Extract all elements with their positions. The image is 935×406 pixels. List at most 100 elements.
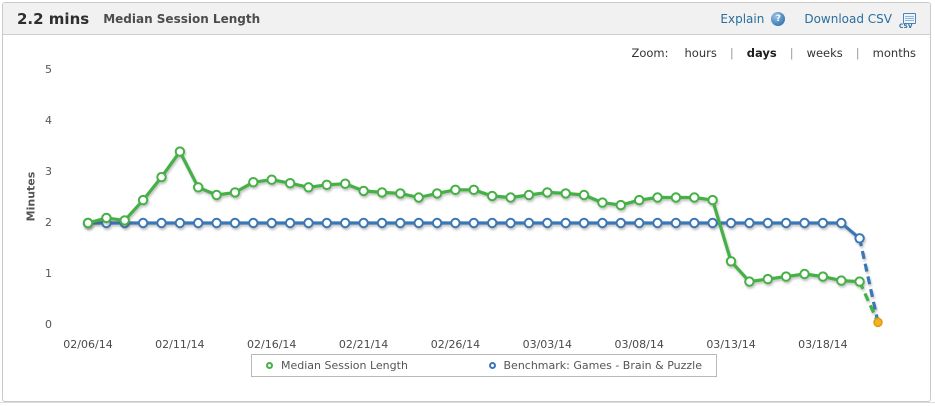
data-point[interactable] bbox=[266, 217, 277, 229]
data-point[interactable] bbox=[284, 217, 296, 229]
data-point[interactable] bbox=[156, 171, 167, 183]
data-point[interactable] bbox=[321, 217, 332, 229]
data-point[interactable] bbox=[450, 217, 461, 229]
zoom-option-weeks[interactable]: weeks bbox=[806, 46, 843, 60]
data-point[interactable] bbox=[376, 217, 388, 229]
header-actions: Explain ? Download CSV CSV bbox=[720, 10, 916, 30]
data-point[interactable] bbox=[597, 217, 608, 229]
data-point[interactable] bbox=[836, 217, 847, 229]
data-point[interactable] bbox=[358, 217, 369, 229]
data-point[interactable] bbox=[744, 276, 755, 287]
data-point[interactable] bbox=[725, 217, 737, 229]
data-point[interactable] bbox=[468, 217, 479, 229]
data-point[interactable] bbox=[523, 189, 535, 201]
data-point[interactable] bbox=[817, 271, 829, 282]
data-point[interactable] bbox=[597, 197, 608, 208]
data-point[interactable] bbox=[450, 184, 461, 196]
data-point[interactable] bbox=[174, 146, 186, 157]
data-point[interactable] bbox=[799, 268, 810, 280]
data-point[interactable] bbox=[174, 217, 186, 229]
data-point[interactable] bbox=[762, 217, 773, 229]
data-point[interactable] bbox=[358, 185, 369, 197]
data-point[interactable] bbox=[652, 192, 663, 203]
data-point[interactable] bbox=[817, 217, 829, 229]
data-point[interactable] bbox=[468, 184, 479, 196]
data-point[interactable] bbox=[523, 217, 535, 229]
data-point[interactable] bbox=[615, 217, 626, 229]
data-point[interactable] bbox=[303, 182, 314, 193]
data-point[interactable] bbox=[744, 217, 755, 229]
data-point[interactable] bbox=[634, 217, 645, 229]
zoom-options: hours | days | weeks | months bbox=[685, 46, 917, 60]
data-point[interactable] bbox=[780, 217, 792, 229]
data-point[interactable] bbox=[487, 217, 498, 229]
partial-day-end-marker[interactable] bbox=[873, 317, 883, 328]
data-point[interactable] bbox=[119, 215, 130, 226]
data-point[interactable] bbox=[431, 188, 443, 199]
data-point[interactable] bbox=[854, 233, 865, 244]
data-point[interactable] bbox=[211, 217, 222, 229]
data-point[interactable] bbox=[487, 190, 498, 202]
data-point[interactable] bbox=[854, 276, 865, 287]
data-point[interactable] bbox=[413, 217, 424, 229]
data-point[interactable] bbox=[395, 188, 406, 199]
data-point[interactable] bbox=[762, 273, 773, 285]
data-point[interactable] bbox=[266, 174, 277, 185]
data-point[interactable] bbox=[578, 189, 590, 201]
data-point[interactable] bbox=[578, 217, 590, 229]
explain-link[interactable]: Explain bbox=[720, 11, 765, 26]
data-point[interactable] bbox=[542, 187, 553, 198]
data-point[interactable] bbox=[229, 187, 241, 198]
legend-item-median-session-length[interactable]: Median Session Length bbox=[266, 359, 408, 372]
data-point[interactable] bbox=[707, 194, 718, 206]
data-point[interactable] bbox=[560, 188, 571, 199]
csv-file-icon[interactable]: CSV bbox=[899, 12, 916, 30]
data-point[interactable] bbox=[707, 217, 718, 229]
data-point[interactable] bbox=[137, 194, 149, 206]
data-point[interactable] bbox=[780, 271, 792, 282]
download-csv-link[interactable]: Download CSV bbox=[804, 11, 892, 26]
zoom-option-hours[interactable]: hours bbox=[684, 46, 717, 60]
data-point[interactable] bbox=[634, 194, 645, 206]
data-point[interactable] bbox=[652, 217, 663, 229]
zoom-option-months[interactable]: months bbox=[872, 46, 916, 60]
data-point[interactable] bbox=[248, 217, 259, 229]
data-point[interactable] bbox=[248, 177, 259, 188]
data-point[interactable] bbox=[82, 217, 94, 229]
data-point[interactable] bbox=[542, 217, 553, 229]
data-point[interactable] bbox=[505, 192, 516, 203]
data-point[interactable] bbox=[211, 189, 222, 201]
data-point[interactable] bbox=[670, 217, 682, 229]
data-point[interactable] bbox=[321, 179, 332, 191]
data-point[interactable] bbox=[193, 182, 204, 193]
data-point[interactable] bbox=[836, 275, 847, 286]
data-point[interactable] bbox=[560, 217, 571, 229]
data-point[interactable] bbox=[799, 217, 810, 229]
data-point[interactable] bbox=[284, 178, 296, 189]
legend-item-benchmark[interactable]: Benchmark: Games - Brain & Puzzle bbox=[488, 359, 702, 372]
legend-label: Median Session Length bbox=[281, 359, 408, 372]
data-point[interactable] bbox=[376, 187, 388, 198]
data-point[interactable] bbox=[303, 217, 314, 229]
data-point[interactable] bbox=[689, 192, 700, 203]
x-tick-label: 03/13/14 bbox=[706, 338, 756, 351]
data-point[interactable] bbox=[431, 217, 443, 229]
data-point[interactable] bbox=[505, 217, 516, 229]
data-point[interactable] bbox=[137, 217, 149, 229]
data-point[interactable] bbox=[615, 199, 626, 211]
data-point[interactable] bbox=[689, 217, 700, 229]
data-point[interactable] bbox=[340, 178, 351, 189]
data-point[interactable] bbox=[670, 192, 682, 203]
zoom-option-days[interactable]: days bbox=[746, 46, 777, 60]
data-point[interactable] bbox=[725, 256, 737, 267]
data-point[interactable] bbox=[156, 217, 167, 229]
csv-page-shape bbox=[903, 12, 916, 24]
data-point[interactable] bbox=[395, 217, 406, 229]
data-point[interactable] bbox=[340, 217, 351, 229]
data-point[interactable] bbox=[413, 192, 424, 203]
help-question-icon[interactable]: ? bbox=[771, 11, 786, 26]
data-point[interactable] bbox=[193, 217, 204, 229]
data-point[interactable] bbox=[229, 217, 241, 229]
data-point[interactable] bbox=[101, 212, 112, 224]
